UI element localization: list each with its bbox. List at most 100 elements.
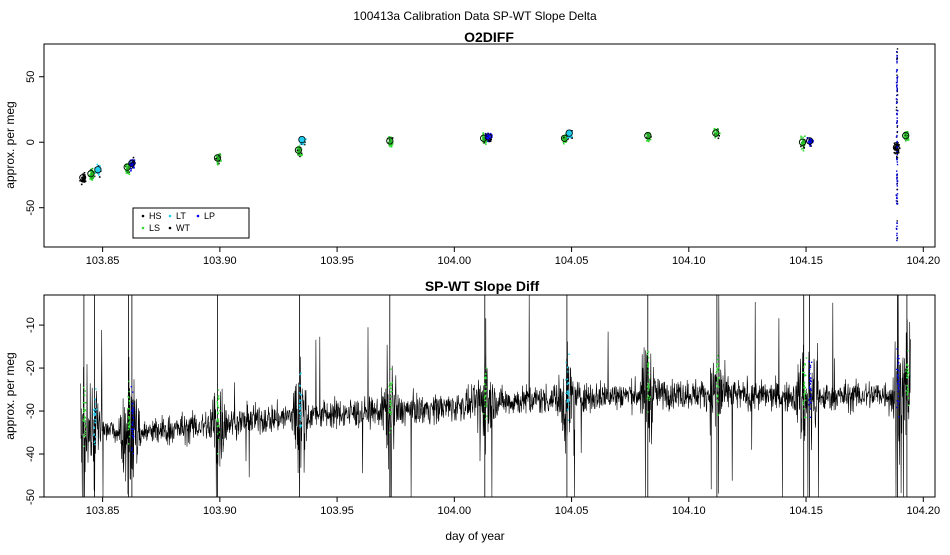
o2diff-point bbox=[802, 140, 804, 142]
o2diff-point bbox=[895, 200, 898, 202]
o2diff-point bbox=[132, 161, 135, 164]
o2diff-group-mean-ring bbox=[123, 163, 131, 171]
slope-diff-cal-point bbox=[300, 403, 302, 406]
o2diff-point bbox=[895, 142, 897, 144]
o2diff-point bbox=[126, 166, 129, 168]
o2diff-point bbox=[217, 157, 219, 159]
slope-diff-cal-point bbox=[82, 419, 84, 421]
o2diff-point bbox=[130, 169, 132, 172]
slope-diff-cal-point bbox=[84, 432, 86, 435]
o2diff-point bbox=[716, 133, 719, 135]
o2diff-group-mean-ring bbox=[805, 137, 814, 145]
o2diff-point bbox=[83, 177, 85, 180]
slope-diff-cal-point bbox=[803, 381, 806, 383]
o2diff-point bbox=[716, 134, 718, 136]
slope-diff-cal-point bbox=[803, 366, 805, 368]
o2diff-point bbox=[897, 76, 899, 78]
o2diff-point bbox=[219, 153, 221, 155]
slope-diff-cal-point bbox=[716, 394, 719, 396]
slope-diff-cal-point bbox=[568, 399, 570, 401]
slope-diff-cal-point bbox=[300, 411, 302, 413]
slope-diff-cal-point bbox=[809, 379, 812, 381]
slope-diff-cal-point bbox=[132, 416, 134, 418]
o2diff-point bbox=[388, 142, 391, 144]
o2diff-point bbox=[298, 145, 301, 147]
o2diff-point bbox=[93, 175, 96, 178]
o2diff-point bbox=[300, 154, 302, 157]
slope-diff-cal-point bbox=[128, 435, 131, 438]
slope-diff-cal-point bbox=[567, 390, 570, 392]
slope-diff-cal-point bbox=[127, 425, 130, 428]
slope-diff-cal-point bbox=[906, 385, 909, 387]
slope-diff-cal-point bbox=[647, 366, 649, 368]
slope-diff-cal-point bbox=[647, 382, 649, 385]
slope-diff-cal-point bbox=[810, 389, 813, 392]
o2diff-point bbox=[91, 178, 93, 180]
slope-diff-cal-point bbox=[131, 447, 133, 449]
slope-diff-cal-point bbox=[83, 407, 85, 409]
o2diff-point bbox=[896, 153, 899, 155]
o2diff-point bbox=[896, 237, 898, 240]
slope-diff-cal-point bbox=[484, 394, 487, 397]
o2diff-point bbox=[216, 163, 219, 166]
slope-diff-cal-point bbox=[390, 413, 392, 415]
slope-diff-cal-point bbox=[218, 397, 220, 400]
slope-diff-cal-point bbox=[216, 425, 219, 427]
slope-diff-cal-point bbox=[897, 363, 899, 365]
legend-label-lp: LP bbox=[204, 211, 215, 221]
slope-diff-cal-point bbox=[128, 415, 130, 418]
slope-diff-cal-point bbox=[646, 397, 648, 400]
slope-diff-cal-point bbox=[647, 351, 650, 353]
slope-diff-cal-point bbox=[484, 405, 486, 407]
bot-xtick-label: 103.95 bbox=[320, 505, 354, 517]
slope-diff-cal-point bbox=[717, 354, 719, 357]
slope-diff-cal-point bbox=[300, 414, 302, 416]
o2diff-point bbox=[716, 132, 718, 134]
o2diff-axes: 103.85 103.90 103.95 104.00 104.05 104.10 104.… bbox=[25, 71, 940, 267]
slope-diff-cal-point bbox=[96, 408, 98, 410]
legend-label-wt: WT bbox=[176, 223, 190, 233]
o2diff-point bbox=[130, 164, 132, 167]
o2diff-point bbox=[894, 146, 896, 148]
o2diff-point bbox=[906, 135, 909, 138]
o2diff-point bbox=[487, 132, 489, 135]
slope-diff-cal-point bbox=[93, 412, 95, 415]
o2diff-group-mean-ring bbox=[87, 170, 95, 178]
o2diff-point bbox=[895, 109, 898, 111]
legend-symbol-lt bbox=[168, 214, 172, 218]
slope-diff-cal-point bbox=[484, 391, 486, 393]
o2diff-point bbox=[129, 162, 131, 165]
o2diff-point bbox=[389, 140, 391, 142]
o2diff-point bbox=[219, 154, 222, 156]
o2diff-point bbox=[220, 160, 222, 162]
slope-diff-cal-point bbox=[647, 394, 649, 397]
slope-diff-cal-point bbox=[802, 404, 805, 406]
slope-diff-cal-point bbox=[897, 377, 899, 379]
o2diff-point bbox=[89, 170, 92, 173]
o2diff-point bbox=[91, 174, 93, 177]
bot-xtick-label: 104.20 bbox=[906, 505, 940, 517]
o2diff-point bbox=[896, 195, 898, 197]
o2diff-point bbox=[84, 180, 87, 183]
slope-diff-cal-point bbox=[803, 393, 805, 395]
slope-diff-cal-point bbox=[810, 380, 812, 383]
slope-diff-cal-point bbox=[808, 360, 810, 363]
o2diff-point bbox=[391, 144, 393, 147]
o2diff-point bbox=[895, 71, 898, 73]
slope-diff-cal-point bbox=[810, 361, 813, 363]
slope-diff-cal-point bbox=[805, 393, 807, 395]
slope-diff-cal-point bbox=[95, 419, 97, 421]
bot-xtick-label: 104.10 bbox=[672, 505, 706, 517]
o2diff-point bbox=[129, 161, 131, 164]
slope-diff-cal-point bbox=[82, 401, 85, 404]
o2diff-point bbox=[482, 132, 484, 134]
o2diff-point bbox=[648, 139, 651, 141]
o2diff-point bbox=[127, 171, 130, 174]
slope-diff-cal-point bbox=[567, 381, 569, 384]
o2diff-point bbox=[299, 148, 301, 151]
slope-diff-cal-point bbox=[131, 410, 133, 412]
slope-diff-cal-point bbox=[389, 402, 392, 405]
o2diff-point bbox=[131, 162, 133, 164]
o2diff-point bbox=[217, 158, 219, 160]
o2diff-group-mean-ring bbox=[798, 138, 807, 146]
